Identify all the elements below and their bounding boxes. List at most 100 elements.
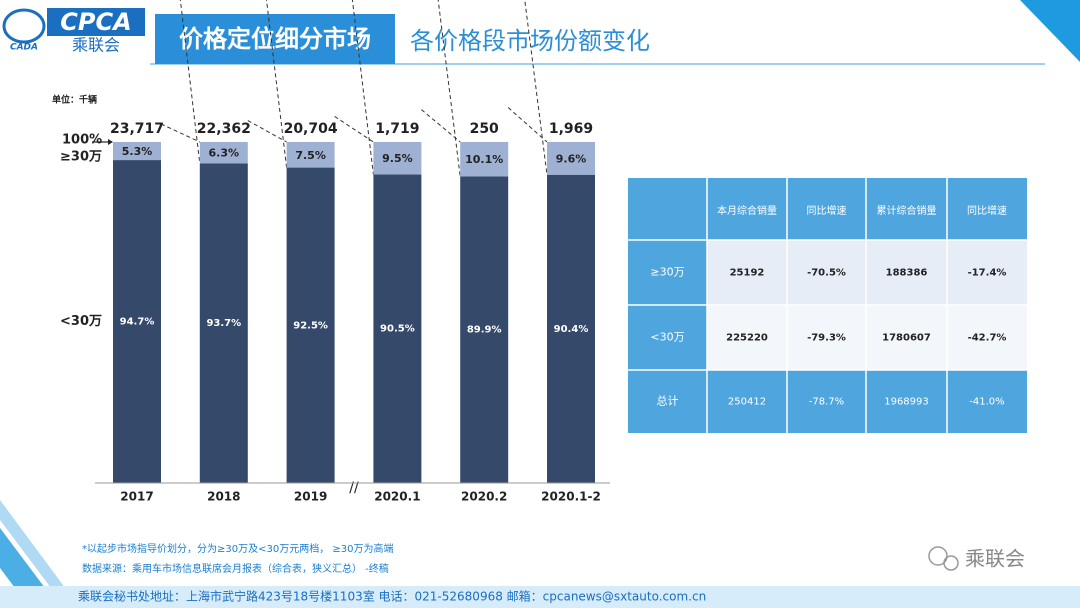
corner-decoration bbox=[1020, 0, 1080, 62]
bar-segment bbox=[199, 142, 248, 164]
table-cell-text: -17.4% bbox=[968, 268, 1007, 279]
note: *以起步市场指导价划分，分为≥30万及<30万元两档， ≥30万为高端 bbox=[82, 542, 394, 555]
table-header-cell bbox=[707, 178, 787, 240]
table-cell bbox=[947, 305, 1027, 370]
table-cell bbox=[787, 240, 866, 305]
bar-segment bbox=[199, 163, 248, 483]
logo-cn: 乘联会 bbox=[72, 36, 120, 55]
total-label: 22,362 bbox=[197, 121, 251, 137]
table-row-label-cell bbox=[628, 240, 707, 305]
logo-mark: CADA bbox=[10, 43, 38, 53]
connector bbox=[247, 120, 287, 143]
bar-segment bbox=[113, 142, 161, 161]
bar-segment bbox=[460, 142, 509, 177]
y-tick-label: 100% bbox=[62, 133, 102, 148]
bar-segment bbox=[547, 142, 595, 175]
table-header: 同比增速 bbox=[807, 204, 847, 217]
connector bbox=[266, 0, 288, 168]
table-cell-text: -79.3% bbox=[807, 333, 846, 344]
table-row-label-cell bbox=[628, 305, 707, 370]
axis-break: // bbox=[349, 480, 359, 496]
total-label: 250 bbox=[470, 121, 499, 137]
value-label: 5.3% bbox=[122, 145, 153, 158]
y-tick-arrowhead bbox=[108, 139, 113, 145]
series-label: <30万 bbox=[60, 314, 102, 329]
footer-bar bbox=[0, 586, 1080, 608]
table-header-cell bbox=[787, 178, 866, 240]
table-header: 本月综合销量 bbox=[717, 204, 777, 217]
table-cell bbox=[707, 370, 787, 433]
value-label: 9.5% bbox=[382, 152, 413, 165]
connector bbox=[507, 107, 548, 143]
logo-band bbox=[47, 8, 145, 36]
value-label: 90.4% bbox=[554, 324, 589, 335]
value-label: 90.5% bbox=[380, 324, 415, 335]
table-cell bbox=[866, 240, 947, 305]
logo-text: CPCA bbox=[60, 8, 131, 36]
table-header-cell bbox=[628, 178, 707, 240]
connector bbox=[437, 0, 461, 177]
bar-segment bbox=[460, 176, 509, 484]
bar-segment bbox=[286, 167, 335, 483]
note: 数据来源：乘用车市场信息联席会月报表（综合表，狭义汇总） -终稿 bbox=[82, 562, 389, 575]
footer-text: 乘联会秘书处地址：上海市武宁路423号18号楼1103室 电话：021-5268… bbox=[78, 589, 706, 604]
total-label: 1,969 bbox=[549, 121, 593, 137]
connector bbox=[351, 0, 374, 175]
table-cell-text: -42.7% bbox=[968, 333, 1007, 344]
x-tick-label: 2017 bbox=[120, 490, 153, 504]
logo-ring bbox=[2, 8, 46, 44]
table-cell bbox=[947, 370, 1027, 433]
table-cell-text: 1968993 bbox=[884, 397, 929, 408]
table-row-label: 总计 bbox=[657, 394, 679, 408]
table-row-label: ≥30万 bbox=[650, 266, 684, 279]
connector bbox=[421, 109, 461, 143]
table-cell bbox=[947, 240, 1027, 305]
x-tick-label: 2020.2 bbox=[461, 490, 507, 504]
table-cell-text: -78.7% bbox=[809, 397, 844, 408]
value-label: 94.7% bbox=[120, 317, 155, 328]
connector bbox=[334, 116, 374, 143]
series-label: ≥30万 bbox=[60, 150, 102, 165]
table-cell-text: 188386 bbox=[886, 268, 928, 279]
table-header: 同比增速 bbox=[967, 204, 1007, 217]
x-tick-label: 2020.1 bbox=[374, 490, 420, 504]
table-header-cell bbox=[866, 178, 947, 240]
corner-stripe bbox=[0, 500, 80, 608]
title: 价格定位细分市场 bbox=[179, 25, 371, 53]
subtitle: 各价格段市场份额变化 bbox=[410, 27, 650, 55]
bar-segment bbox=[113, 160, 161, 483]
watermark: 乘联会 bbox=[965, 547, 1025, 571]
value-label: 6.3% bbox=[209, 147, 240, 160]
bar-segment bbox=[373, 174, 422, 483]
table-cell-text: 1780607 bbox=[882, 333, 931, 344]
value-label: 93.7% bbox=[206, 318, 241, 329]
total-label: 20,704 bbox=[284, 121, 338, 137]
table-cell-text: 225220 bbox=[726, 333, 768, 344]
table-cell bbox=[866, 305, 947, 370]
value-label: 89.9% bbox=[467, 325, 502, 336]
value-label: 92.5% bbox=[293, 320, 328, 331]
connector bbox=[160, 123, 201, 143]
wechat-icon bbox=[943, 555, 959, 571]
wechat-icon bbox=[928, 546, 948, 566]
x-tick-label: 2020.1-2 bbox=[541, 490, 601, 504]
bar-segment bbox=[286, 142, 335, 168]
bar-segment bbox=[373, 142, 422, 175]
table-row-label-cell bbox=[628, 370, 707, 433]
x-tick-label: 2019 bbox=[294, 490, 327, 504]
table-cell bbox=[787, 370, 866, 433]
table-cell bbox=[707, 305, 787, 370]
table-cell bbox=[866, 370, 947, 433]
unit-label: 单位：千辆 bbox=[52, 94, 97, 106]
x-tick-label: 2018 bbox=[207, 490, 240, 504]
bar-segment bbox=[547, 174, 595, 483]
connector bbox=[179, 0, 201, 164]
table-cell-text: 25192 bbox=[730, 268, 765, 279]
table-cell-text: -41.0% bbox=[969, 397, 1004, 408]
table-cell-text: -70.5% bbox=[807, 268, 846, 279]
table-cell bbox=[787, 305, 866, 370]
table-header: 累计综合销量 bbox=[877, 204, 937, 217]
table-cell-text: 250412 bbox=[728, 397, 766, 408]
value-label: 10.1% bbox=[465, 153, 503, 166]
